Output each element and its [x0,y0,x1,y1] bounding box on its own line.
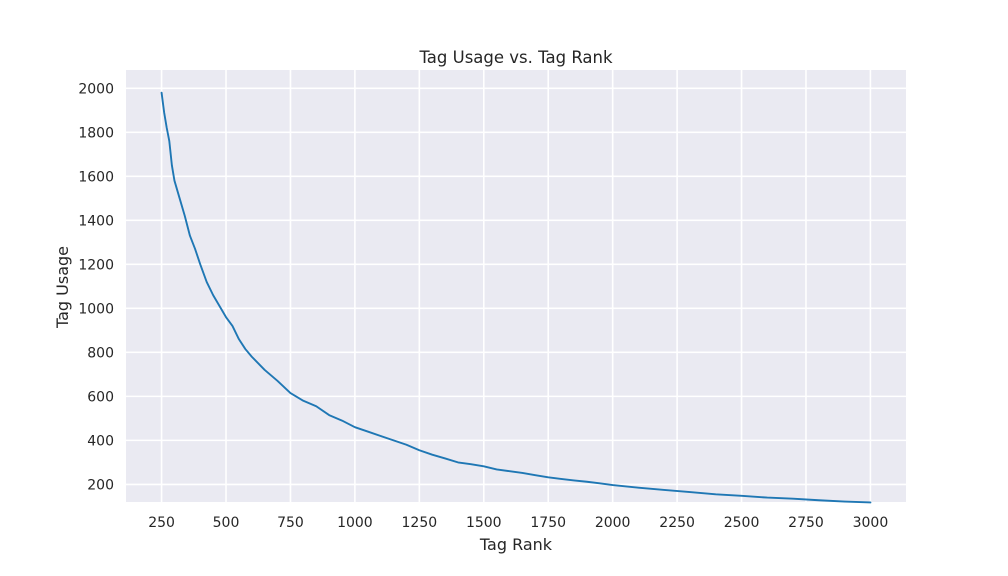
x-tick-label: 250 [148,515,175,531]
x-axis-ticks: 250 500 750 1000 1250 1500 1750 2000 2250 2500 275… [148,515,888,531]
y-axis-ticks: 200 400 600 800 1000 1200 1400 1600 1800 2000 [78,81,114,493]
y-tick-label: 200 [87,477,114,493]
plot-area [126,70,906,502]
y-tick-label: 1200 [78,257,114,273]
grid [126,70,906,502]
x-tick-label: 1750 [530,515,566,531]
x-axis-label: Tag Rank [479,535,553,554]
y-tick-label: 1000 [78,301,114,317]
y-tick-label: 2000 [78,81,114,97]
x-tick-label: 750 [277,515,304,531]
series-line [160,91,872,504]
x-tick-label: 500 [213,515,240,531]
y-tick-label: 600 [87,389,114,405]
y-axis-label: Tag Usage [53,246,72,329]
y-tick-label: 1800 [78,125,114,141]
x-tick-label: 2250 [659,515,695,531]
x-tick-label: 2750 [788,515,824,531]
x-tick-label: 2000 [595,515,631,531]
y-tick-label: 800 [87,345,114,361]
y-tick-label: 400 [87,433,114,449]
chart-title: Tag Usage vs. Tag Rank [418,48,613,67]
y-tick-label: 1400 [78,213,114,229]
x-tick-label: 1250 [402,515,438,531]
y-tick-label: 1600 [78,169,114,185]
x-tick-label: 2500 [724,515,760,531]
x-tick-label: 1000 [337,515,373,531]
x-tick-label: 3000 [853,515,889,531]
x-tick-label: 1500 [466,515,502,531]
